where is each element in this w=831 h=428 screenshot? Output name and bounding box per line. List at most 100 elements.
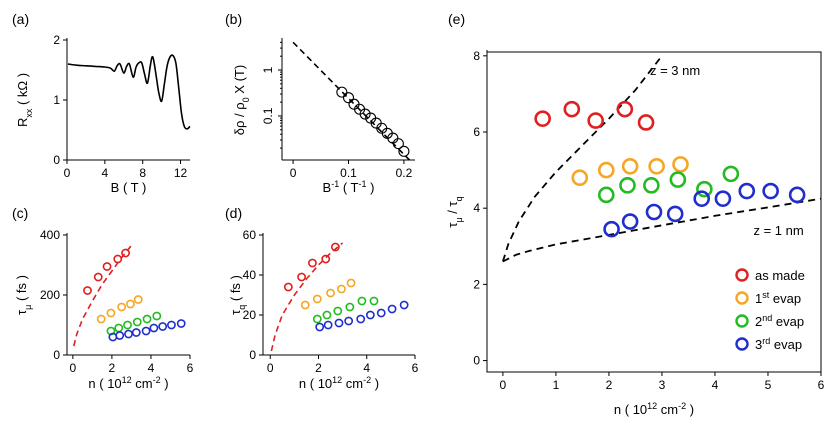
c-point [132,317,142,327]
c-point [93,272,103,282]
e-point [597,186,615,204]
d-point [283,282,293,292]
c-point [106,308,116,318]
b-data-point [387,132,399,144]
e-legend: as made 1st evap 2nd evap 3rd evap [735,268,805,352]
panel-b: 0 0.1 0.2 0.1 1 (b) B-1 ( T-1 ) δρ / ρ0 X (T) [225,11,415,195]
e-point [637,114,655,131]
d-point [346,278,356,288]
c-x-tick-label: 0 [70,361,77,375]
d-fit-curve [270,242,344,352]
c-point [176,319,186,328]
c-point [117,302,127,312]
d-point [326,288,335,298]
e-y-tick-label: 4 [473,201,480,215]
d-point [300,300,310,310]
e-point [714,190,732,207]
e-y-tick-label: 2 [473,277,480,291]
a-y-tick-label: 1 [53,93,60,107]
b-data-point [359,108,371,120]
d-point [312,314,322,324]
c-panel-label: (c) [12,205,28,221]
e-point [603,220,620,238]
d-point [344,316,354,326]
e-model-curve-0 [502,55,663,262]
d-point [323,320,333,330]
a-x-tick-label: 12 [174,166,188,180]
e-legend-label: as made [755,268,805,283]
e-legend-label: 2nd evap [755,313,804,329]
d-point [376,308,386,318]
c-point [96,314,106,324]
a-panel-label: (a) [12,11,29,27]
c-y-tick-label: 200 [40,288,60,302]
e-point [645,203,663,221]
e-x-tick-label: 6 [818,378,825,392]
c-y-label: τμ ( fs ) [14,275,33,315]
c-y-tick-label: 0 [53,348,60,362]
e-y-tick-label: 6 [473,125,480,139]
e-point [643,177,660,194]
d-point [345,302,355,312]
b-data-point [336,86,348,98]
d-point [330,242,340,252]
b-y-tick-label: 1 [261,66,275,73]
b-data-point [398,145,410,157]
c-point [113,254,123,264]
panel-c: 0 2 4 6 0 200 400 (c) n ( 1012 cm-2 ) τμ ( fs ) [12,205,194,391]
c-x-tick-label: 2 [109,361,116,375]
d-point [312,294,322,304]
d-x-tick-label: 6 [412,361,419,375]
e-y-label: τμ / τq [445,196,464,227]
d-y-tick-label: 60 [243,228,257,242]
d-panel-label: (d) [225,205,242,221]
c-point [102,262,112,271]
e-point [571,169,589,187]
c-point [131,328,141,337]
c-point [121,248,130,258]
e-point [672,156,689,173]
e-point [693,190,711,207]
c-point [141,326,151,336]
e-point [587,112,604,129]
e-frame [486,51,822,373]
a-y-tick-label: 0 [53,153,60,167]
e-x-tick-label: 1 [553,378,560,392]
d-point [387,304,397,314]
c-point [123,320,132,330]
e-y-tick-label: 0 [473,354,480,368]
b-x-label: B-1 ( T-1 ) [323,179,375,195]
e-point [722,165,740,183]
d-x-label: n ( 1012 cm-2 ) [299,375,379,391]
e-x-tick-label: 5 [765,378,772,392]
e-point [616,100,634,118]
c-y-tick-label: 400 [40,228,60,242]
d-point [399,300,409,310]
c-fit-curve [73,244,133,347]
b-data-point [342,92,355,104]
e-legend-marker [735,314,749,328]
e-curve-label-3nm: z = 3 nm [650,63,700,78]
d-point [322,310,332,320]
a-y-tick-label: 2 [53,33,60,47]
e-point [648,157,665,175]
e-point [597,161,615,179]
c-point [142,314,152,324]
d-point [369,296,379,306]
d-point [333,306,343,316]
d-y-label: τq ( fs ) [228,275,247,315]
d-point [334,318,344,328]
c-point [133,295,143,304]
d-point [308,258,317,268]
e-curve-label-1nm: z = 1 nm [753,223,803,238]
e-legend-label: 3rd evap [755,336,802,352]
e-x-tick-label: 2 [606,378,613,392]
e-legend-marker [735,268,749,282]
e-point [738,182,756,200]
c-point [149,323,159,333]
d-point [357,296,367,306]
b-x-tick-label: 0.1 [340,166,357,180]
e-x-tick-label: 3 [659,378,666,392]
d-y-tick-label: 40 [243,268,257,282]
